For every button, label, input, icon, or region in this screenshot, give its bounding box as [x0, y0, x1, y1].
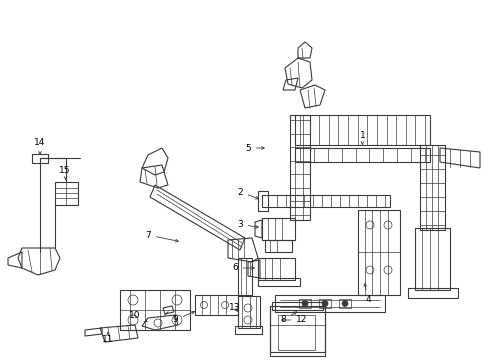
Text: 2: 2 [237, 188, 258, 199]
Text: 12: 12 [281, 315, 307, 324]
Text: 4: 4 [363, 284, 370, 305]
Circle shape [302, 301, 307, 306]
Text: 8: 8 [280, 312, 296, 324]
Text: 7: 7 [145, 230, 178, 242]
Text: 5: 5 [244, 144, 264, 153]
Text: 14: 14 [34, 138, 45, 154]
Bar [269, 306, 325, 356]
Text: 11: 11 [102, 333, 114, 345]
Text: 3: 3 [237, 220, 258, 229]
Text: 15: 15 [59, 166, 71, 180]
Text: 6: 6 [232, 264, 254, 273]
Text: 1: 1 [359, 131, 365, 145]
Text: 13: 13 [229, 303, 240, 312]
Text: 10: 10 [129, 310, 147, 321]
Circle shape [341, 301, 347, 306]
Circle shape [321, 301, 327, 306]
Text: 9: 9 [172, 311, 194, 324]
